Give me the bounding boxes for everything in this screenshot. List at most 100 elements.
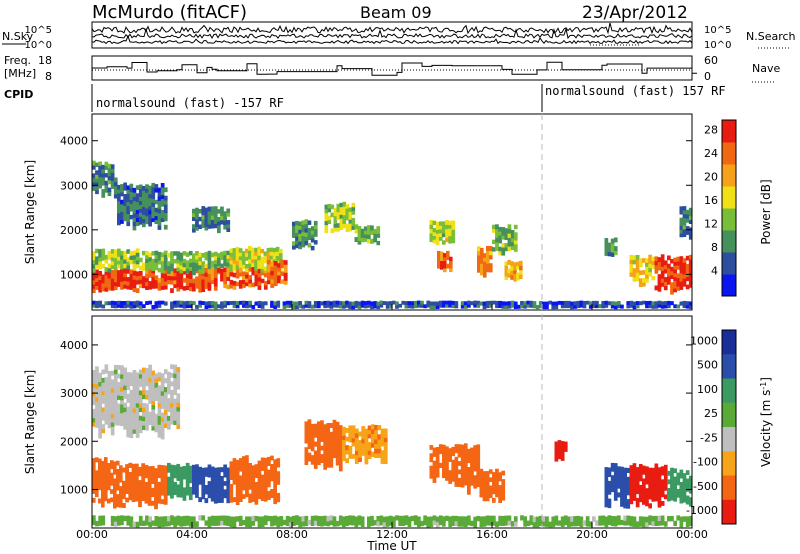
data-cell (463, 476, 468, 482)
data-cell (167, 371, 171, 377)
data-cell (604, 238, 609, 243)
data-cell (154, 413, 159, 419)
data-cell (432, 469, 437, 475)
data-cell (110, 264, 115, 270)
data-cell (432, 460, 437, 466)
data-cell (163, 465, 168, 471)
data-cell (92, 267, 96, 273)
data-cell (116, 485, 120, 491)
data-cell (213, 498, 218, 504)
data-cell (501, 231, 506, 236)
data-cell (676, 260, 681, 266)
data-cell (358, 457, 362, 462)
data-cell (201, 265, 206, 271)
data-cell (117, 264, 121, 269)
data-cell (126, 520, 131, 526)
data-cell (154, 211, 159, 217)
data-cell (579, 303, 584, 308)
data-cell (104, 161, 109, 167)
data-cell (320, 433, 324, 438)
data-cell (113, 193, 118, 199)
data-cell (323, 515, 327, 521)
data-cell (204, 272, 209, 277)
data-cell (492, 485, 496, 490)
data-cell (263, 466, 268, 472)
data-cell (304, 515, 309, 522)
data-cell (145, 394, 149, 400)
data-cell (329, 445, 334, 450)
data-cell (107, 476, 111, 482)
data-cell (245, 476, 249, 481)
data-cell (443, 253, 447, 258)
data-cell (235, 500, 240, 506)
data-cell (104, 474, 108, 480)
data-cell (270, 274, 275, 280)
data-cell (235, 495, 240, 501)
data-cell (651, 304, 656, 309)
data-cell (170, 398, 174, 404)
data-cell (132, 250, 137, 256)
data-cell (173, 386, 177, 391)
data-cell (513, 301, 518, 306)
data-cell (335, 456, 340, 462)
data-cell (348, 520, 352, 526)
data-cell (122, 489, 126, 495)
data-cell (582, 520, 587, 526)
data-cell (98, 416, 102, 422)
data-cell (670, 290, 674, 295)
data-cell (467, 458, 471, 464)
data-cell (138, 196, 143, 201)
data-cell (510, 300, 515, 305)
data-cell (304, 438, 309, 444)
data-cell (98, 403, 102, 409)
data-cell (223, 271, 227, 277)
data-cell (120, 515, 124, 521)
data-cell (185, 490, 190, 496)
data-cell (144, 494, 149, 500)
data-cell (260, 457, 265, 463)
data-cell (129, 191, 134, 196)
data-cell (120, 421, 124, 427)
data-cell (151, 182, 156, 188)
data-cell (323, 424, 327, 430)
data-cell (138, 471, 142, 477)
data-cell (510, 261, 514, 267)
data-cell (95, 470, 99, 476)
data-cell (238, 462, 243, 468)
data-cell (113, 482, 117, 488)
data-cell (117, 248, 121, 253)
data-cell (442, 300, 446, 305)
data-cell (154, 188, 159, 193)
data-cell (679, 521, 684, 528)
data-cell (210, 206, 215, 212)
data-cell (404, 304, 409, 309)
data-cell (367, 442, 372, 447)
data-cell (370, 428, 375, 435)
data-cell (157, 212, 162, 218)
data-cell (251, 247, 255, 252)
data-cell (295, 240, 299, 245)
data-cell (235, 251, 240, 257)
data-cell (385, 304, 390, 309)
data-cell (195, 468, 199, 474)
data-cell (132, 399, 137, 405)
data-cell (148, 285, 152, 290)
data-cell (663, 481, 668, 487)
data-cell (645, 516, 649, 523)
data-cell (195, 304, 199, 309)
data-cell (272, 255, 277, 260)
data-cell (145, 425, 149, 431)
data-cell (498, 246, 502, 252)
data-cell (113, 461, 117, 467)
data-cell (513, 239, 518, 245)
data-cell (195, 222, 199, 227)
data-cell (688, 219, 692, 224)
data-cell (176, 419, 181, 425)
data-cell (245, 471, 249, 477)
data-cell (507, 233, 512, 238)
data-cell (223, 279, 227, 285)
data-cell (235, 477, 240, 483)
data-cell (138, 204, 143, 209)
data-cell (154, 207, 159, 213)
data-cell (92, 275, 96, 281)
